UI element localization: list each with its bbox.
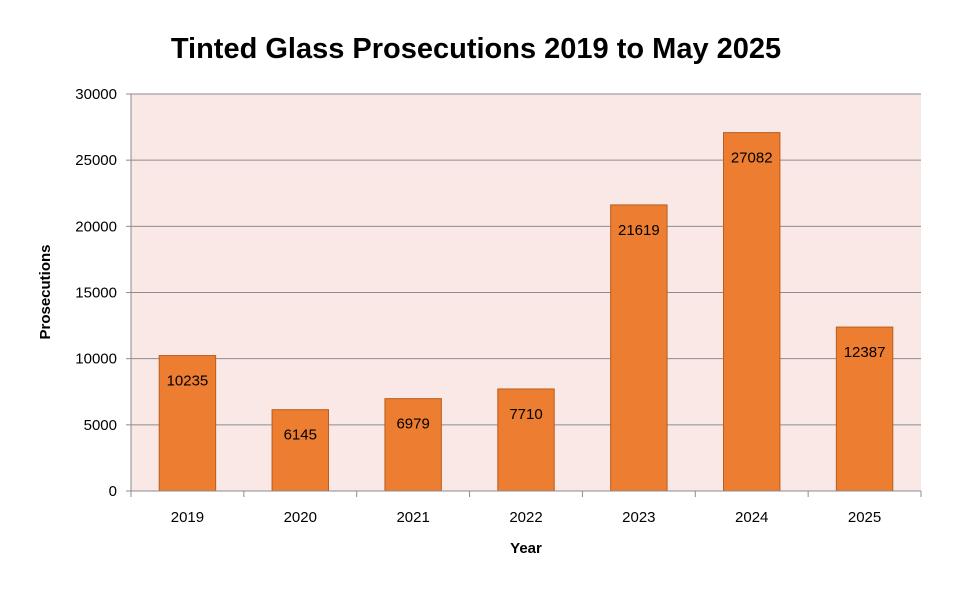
chart-title: Tinted Glass Prosecutions 2019 to May 20…: [171, 33, 781, 65]
bar-2025: [835, 326, 894, 492]
x-tick-label-2023: 2023: [622, 509, 655, 526]
y-tick-label: 10000: [75, 351, 117, 368]
y-tick-label: 30000: [75, 86, 117, 103]
data-label-2020: 6145: [284, 427, 317, 444]
bar-2021: [384, 398, 442, 492]
x-tick-label-2019: 2019: [171, 509, 204, 526]
bar-2020: [271, 409, 330, 492]
y-axis-ticks: 0 5000 10000 15000 20000 25000 30000: [75, 86, 131, 500]
data-labels: 10235 6145 6979 7710 21619 27082 12387: [167, 150, 886, 444]
x-tick-label-2020: 2020: [284, 509, 317, 526]
x-tick-label-2022: 2022: [509, 509, 542, 526]
bar-2024: [723, 132, 781, 492]
bars: [158, 132, 894, 492]
x-tick-label-2024: 2024: [735, 509, 768, 526]
gridlines: [131, 93, 921, 426]
x-tick-label-2021: 2021: [396, 509, 429, 526]
data-label-2024: 27082: [731, 150, 773, 167]
data-label-2025: 12387: [844, 344, 886, 361]
y-tick-label: 25000: [75, 152, 117, 169]
bar-2022: [497, 388, 555, 492]
data-label-2023: 21619: [618, 222, 660, 239]
x-tick-label-2025: 2025: [848, 509, 881, 526]
data-label-2022: 7710: [509, 406, 542, 423]
y-tick-label: 0: [109, 483, 117, 500]
y-axis-label: Prosecutions: [37, 244, 54, 339]
data-label-2021: 6979: [396, 416, 429, 433]
data-label-2019: 10235: [167, 373, 209, 390]
x-axis-label: Year: [510, 540, 542, 557]
y-tick-label: 15000: [75, 285, 117, 302]
y-tick-label: 20000: [75, 218, 117, 235]
y-tick-label: 5000: [84, 417, 117, 434]
x-axis-ticks: 2019 2020 2021 2022 2023 2024 2025: [130, 491, 922, 526]
bar-2023: [610, 204, 668, 492]
